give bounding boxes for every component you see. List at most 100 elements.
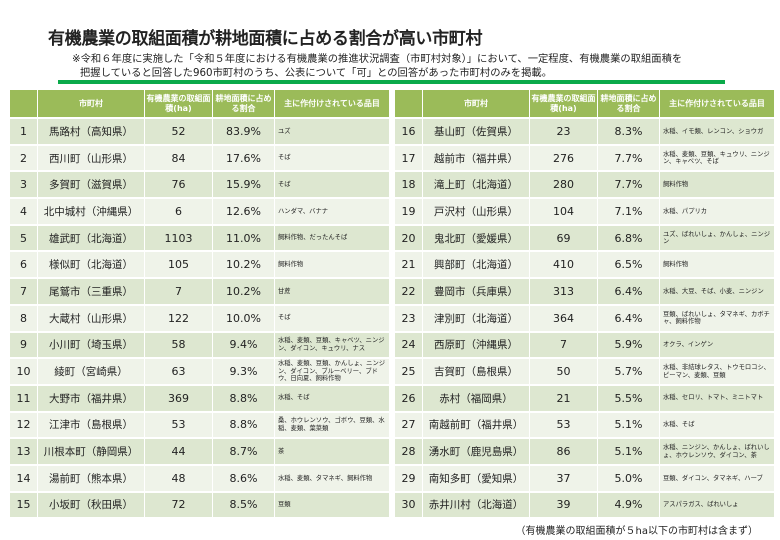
divider [58, 80, 725, 84]
cell-rank: 1 [10, 119, 37, 144]
table-row: 23 津別町（北海道） 364 6.4% 豆類、ばれいしょ、タマネギ、カボチャ、飼料作物 [395, 305, 774, 331]
table-row: 11 大野市（福井県） 369 8.8% 水稲、そば [10, 385, 389, 411]
cell-ratio: 10.0% [213, 305, 274, 331]
cell-municipality: 小川町（埼玉県） [38, 332, 144, 358]
header-area: 有機農業の取組面積(ha) [145, 90, 212, 117]
cell-ratio: 6.8% [598, 225, 659, 251]
cell-crops: 水稲、イモ類、レンコン、ショウガ [660, 119, 774, 144]
cell-crops: 水稲、パプリカ [660, 199, 774, 224]
cell-crops: 豆類、ダイコン、タマネギ、ハーブ [660, 465, 774, 491]
table-row: 1 馬路村（高知県） 52 83.9% ユズ [10, 119, 389, 144]
cell-municipality: 小坂町（秋田県） [38, 492, 144, 518]
cell-rank: 9 [10, 332, 37, 358]
cell-ratio: 12.6% [213, 199, 274, 224]
cell-rank: 5 [10, 225, 37, 251]
cell-ratio: 5.9% [598, 332, 659, 358]
cell-area: 7 [145, 279, 212, 304]
table-row: 19 戸沢村（山形県） 104 7.1% 水稲、パプリカ [395, 199, 774, 224]
cell-rank: 21 [395, 252, 422, 278]
cell-rank: 19 [395, 199, 422, 224]
cell-area: 53 [530, 412, 597, 438]
header-rank [395, 90, 422, 117]
cell-crops: ユズ [275, 119, 389, 144]
cell-area: 44 [145, 439, 212, 464]
table-row: 10 綾町（宮崎県） 63 9.3% 水稲、麦類、豆類、かんしょ、ニンジン、ダイコン、ブ… [10, 359, 389, 384]
cell-area: 84 [145, 145, 212, 171]
table-row: 8 大蔵村（山形県） 122 10.0% そば [10, 305, 389, 331]
cell-municipality: 戸沢村（山形県） [423, 199, 529, 224]
header-municipality: 市町村 [38, 90, 144, 117]
cell-crops: 水稲、麦類、豆類、キュウリ、ニンジン、キャベツ、そば [660, 145, 774, 171]
cell-crops: 水稲、麦類、豆類、かんしょ、ニンジン、ダイコン、ブルーベリー、ブドウ、日向夏、飼… [275, 359, 389, 384]
header-crops: 主に作付けされている品目 [660, 90, 774, 117]
cell-crops: 水稲、セロリ、トマト、ミニトマト [660, 385, 774, 411]
table-row: 15 小坂町（秋田県） 72 8.5% 豆類 [10, 492, 389, 518]
cell-crops: 飼料作物 [660, 172, 774, 198]
cell-ratio: 4.9% [598, 492, 659, 518]
cell-ratio: 10.2% [213, 252, 274, 278]
cell-municipality: 大蔵村（山形県） [38, 305, 144, 331]
cell-ratio: 6.5% [598, 252, 659, 278]
cell-area: 280 [530, 172, 597, 198]
cell-crops: 甘蔗 [275, 279, 389, 304]
table-row: 24 西原町（沖縄県） 7 5.9% オクラ、インゲン [395, 332, 774, 358]
cell-rank: 28 [395, 439, 422, 464]
cell-municipality: 豊岡市（兵庫県） [423, 279, 529, 304]
cell-area: 63 [145, 359, 212, 384]
ranking-table-left: 市町村 有機農業の取組面積(ha) 耕地面積に占める割合 主に作付けされている品… [9, 88, 390, 519]
cell-rank: 25 [395, 359, 422, 384]
cell-crops: そば [275, 305, 389, 331]
cell-municipality: 西川町（山形県） [38, 145, 144, 171]
cell-municipality: 南越前町（福井県） [423, 412, 529, 438]
cell-area: 69 [530, 225, 597, 251]
cell-ratio: 5.1% [598, 439, 659, 464]
table-row: 29 南知多町（愛知県） 37 5.0% 豆類、ダイコン、タマネギ、ハーブ [395, 465, 774, 491]
cell-municipality: 基山町（佐賀県） [423, 119, 529, 144]
cell-municipality: 北中城村（沖縄県） [38, 199, 144, 224]
cell-municipality: 雄武町（北海道） [38, 225, 144, 251]
cell-rank: 10 [10, 359, 37, 384]
cell-area: 58 [145, 332, 212, 358]
cell-municipality: 尾鷲市（三重県） [38, 279, 144, 304]
cell-area: 105 [145, 252, 212, 278]
cell-municipality: 馬路村（高知県） [38, 119, 144, 144]
cell-ratio: 8.8% [213, 385, 274, 411]
cell-municipality: 赤井川村（北海道） [423, 492, 529, 518]
cell-crops: 茶 [275, 439, 389, 464]
cell-crops: オクラ、インゲン [660, 332, 774, 358]
cell-area: 37 [530, 465, 597, 491]
cell-ratio: 8.7% [213, 439, 274, 464]
cell-ratio: 15.9% [213, 172, 274, 198]
cell-municipality: 赤村（福岡県） [423, 385, 529, 411]
cell-crops: 水稲、麦類、豆類、キャベツ、ニンジン、ダイコン、キュウリ、ナス [275, 332, 389, 358]
cell-area: 313 [530, 279, 597, 304]
cell-rank: 7 [10, 279, 37, 304]
table-row: 5 雄武町（北海道） 1103 11.0% 飼料作物、だったんそば [10, 225, 389, 251]
cell-rank: 30 [395, 492, 422, 518]
note-line-1: ※令和６年度に実施した「令和５年度における有機農業の推進状況調査（市町村対象）」… [72, 53, 683, 65]
header-rank [10, 90, 37, 117]
cell-crops: 豆類 [275, 492, 389, 518]
cell-crops: 水稲、ニンジン、かんしょ、ばれいしょ、ホウレンソウ、ダイコン、茶 [660, 439, 774, 464]
cell-area: 48 [145, 465, 212, 491]
table-row: 7 尾鷲市（三重県） 7 10.2% 甘蔗 [10, 279, 389, 304]
footnote: （有機農業の取組面積が５ha以下の市町村は含まず） [515, 526, 758, 537]
table-row: 17 越前市（福井県） 276 7.7% 水稲、麦類、豆類、キュウリ、ニンジン、キャベツ… [395, 145, 774, 171]
cell-crops: 豆類、ばれいしょ、タマネギ、カボチャ、飼料作物 [660, 305, 774, 331]
cell-ratio: 6.4% [598, 305, 659, 331]
cell-rank: 26 [395, 385, 422, 411]
cell-rank: 12 [10, 412, 37, 438]
cell-rank: 2 [10, 145, 37, 171]
table-row: 26 赤村（福岡県） 21 5.5% 水稲、セロリ、トマト、ミニトマト [395, 385, 774, 411]
table-row: 16 基山町（佐賀県） 23 8.3% 水稲、イモ類、レンコン、ショウガ [395, 119, 774, 144]
cell-crops: 飼料作物、だったんそば [275, 225, 389, 251]
cell-crops: 水稲、そば [660, 412, 774, 438]
cell-crops: 水稲、そば [275, 385, 389, 411]
cell-rank: 6 [10, 252, 37, 278]
cell-area: 23 [530, 119, 597, 144]
table-row: 12 江津市（島根県） 53 8.8% 桑、ホウレンソウ、ゴボウ、豆類、水稲、麦類、葉菜… [10, 412, 389, 438]
cell-municipality: 多賀町（滋賀県） [38, 172, 144, 198]
cell-rank: 24 [395, 332, 422, 358]
cell-crops: 水稲、非結球レタス、トウモロコシ、ピーマン、麦類、豆類 [660, 359, 774, 384]
cell-crops: 桑、ホウレンソウ、ゴボウ、豆類、水稲、麦類、葉菜類 [275, 412, 389, 438]
